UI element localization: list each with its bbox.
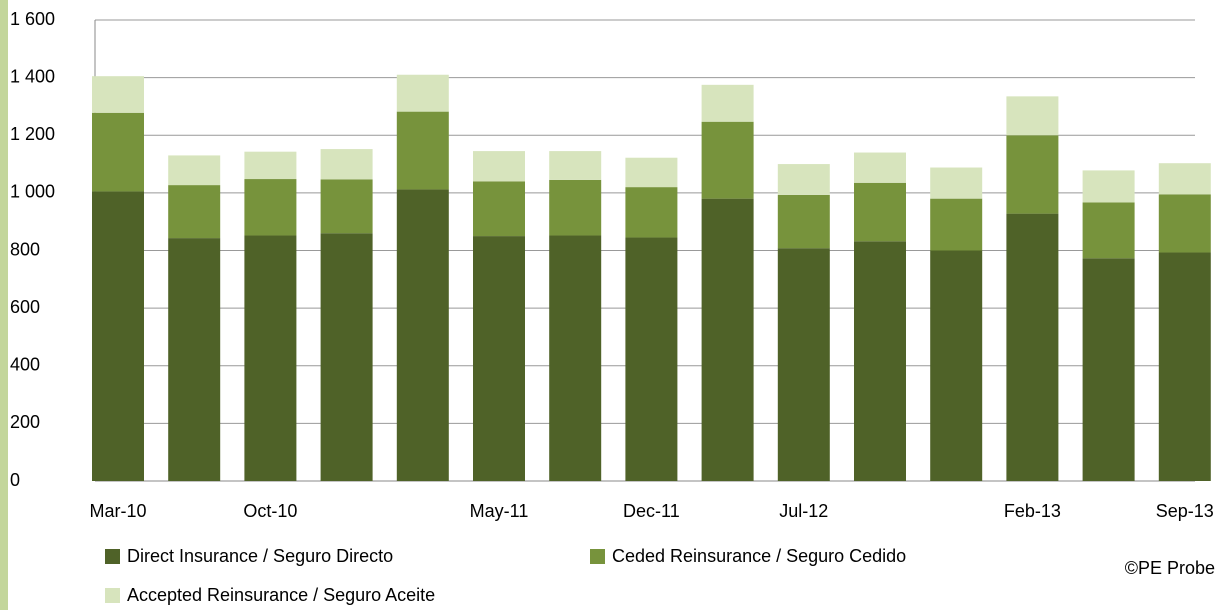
bar-segment [777,248,830,481]
bar-segment [320,179,373,234]
bar-segment [473,151,525,182]
y-tick-label: 1 600 [10,9,55,29]
bar-segment [549,179,602,236]
y-tick-label: 400 [10,355,40,375]
bar-segment [777,164,830,195]
y-tick-label: 800 [10,239,40,259]
bar-segment [396,74,449,112]
bar-segment [473,236,525,481]
x-tick-label: Jul-12 [779,501,828,521]
bar-segment [168,238,221,481]
x-tick-label: Sep-13 [1156,501,1214,521]
bar-segment [549,151,602,180]
bar-segment [1006,135,1059,214]
bar-segment [244,179,297,236]
bar-segment [244,151,297,180]
bar-segment [625,187,678,238]
bar-segment [1006,213,1059,481]
bar-segment [396,111,449,190]
x-tick-label: Feb-13 [1004,501,1061,521]
bar-segment [930,167,983,199]
bar-segment [701,198,754,481]
bar-segment [244,235,297,481]
bar-segment [1082,202,1135,259]
bar-segment [1158,252,1211,481]
bar-segment [92,76,144,113]
bar-segment [92,112,144,192]
x-tick-label: Mar-10 [89,501,146,521]
legend-swatch [105,588,120,603]
copyright: ©PE Probe [1125,558,1215,578]
bar-segment [625,237,678,481]
bar-segment [168,185,221,239]
bar-segment [473,181,525,237]
bar-segment [701,121,754,199]
bar-segment [930,250,983,481]
bar-segment [1158,163,1211,195]
y-tick-label: 1 400 [10,66,55,86]
x-tick-label: May-11 [470,501,529,521]
bar-segment [854,182,906,242]
bar-segment [92,191,144,481]
y-tick-label: 200 [10,412,40,432]
bar-segment [854,241,906,481]
legend-label: Ceded Reinsurance / Seguro Cedido [612,546,906,566]
bar-segment [777,194,830,249]
bar-segment [1158,194,1211,253]
y-tick-label: 1 200 [10,124,55,144]
bar-segment [549,235,602,481]
bar-segment [701,84,754,122]
bar-segment [1082,170,1135,203]
bar-segment [930,198,983,251]
bar-segment [1082,258,1135,481]
bar-segment [854,152,906,183]
legend-label: Accepted Reinsurance / Seguro Aceite [127,585,435,605]
x-tick-label: Oct-10 [243,501,297,521]
side-strip [0,0,8,610]
bar-segment [396,189,449,482]
bar-segment [320,149,373,180]
legend-label: Direct Insurance / Seguro Directo [127,546,393,566]
x-tick-label: Dec-11 [623,501,680,521]
bar-segment [1006,96,1059,136]
y-tick-label: 0 [10,470,20,490]
y-tick-label: 1 000 [10,182,55,202]
bar-segment [320,233,373,481]
legend-swatch [105,549,120,564]
bar-segment [168,155,221,186]
bar-segment [625,157,678,188]
y-tick-label: 600 [10,297,40,317]
legend-swatch [590,549,605,564]
